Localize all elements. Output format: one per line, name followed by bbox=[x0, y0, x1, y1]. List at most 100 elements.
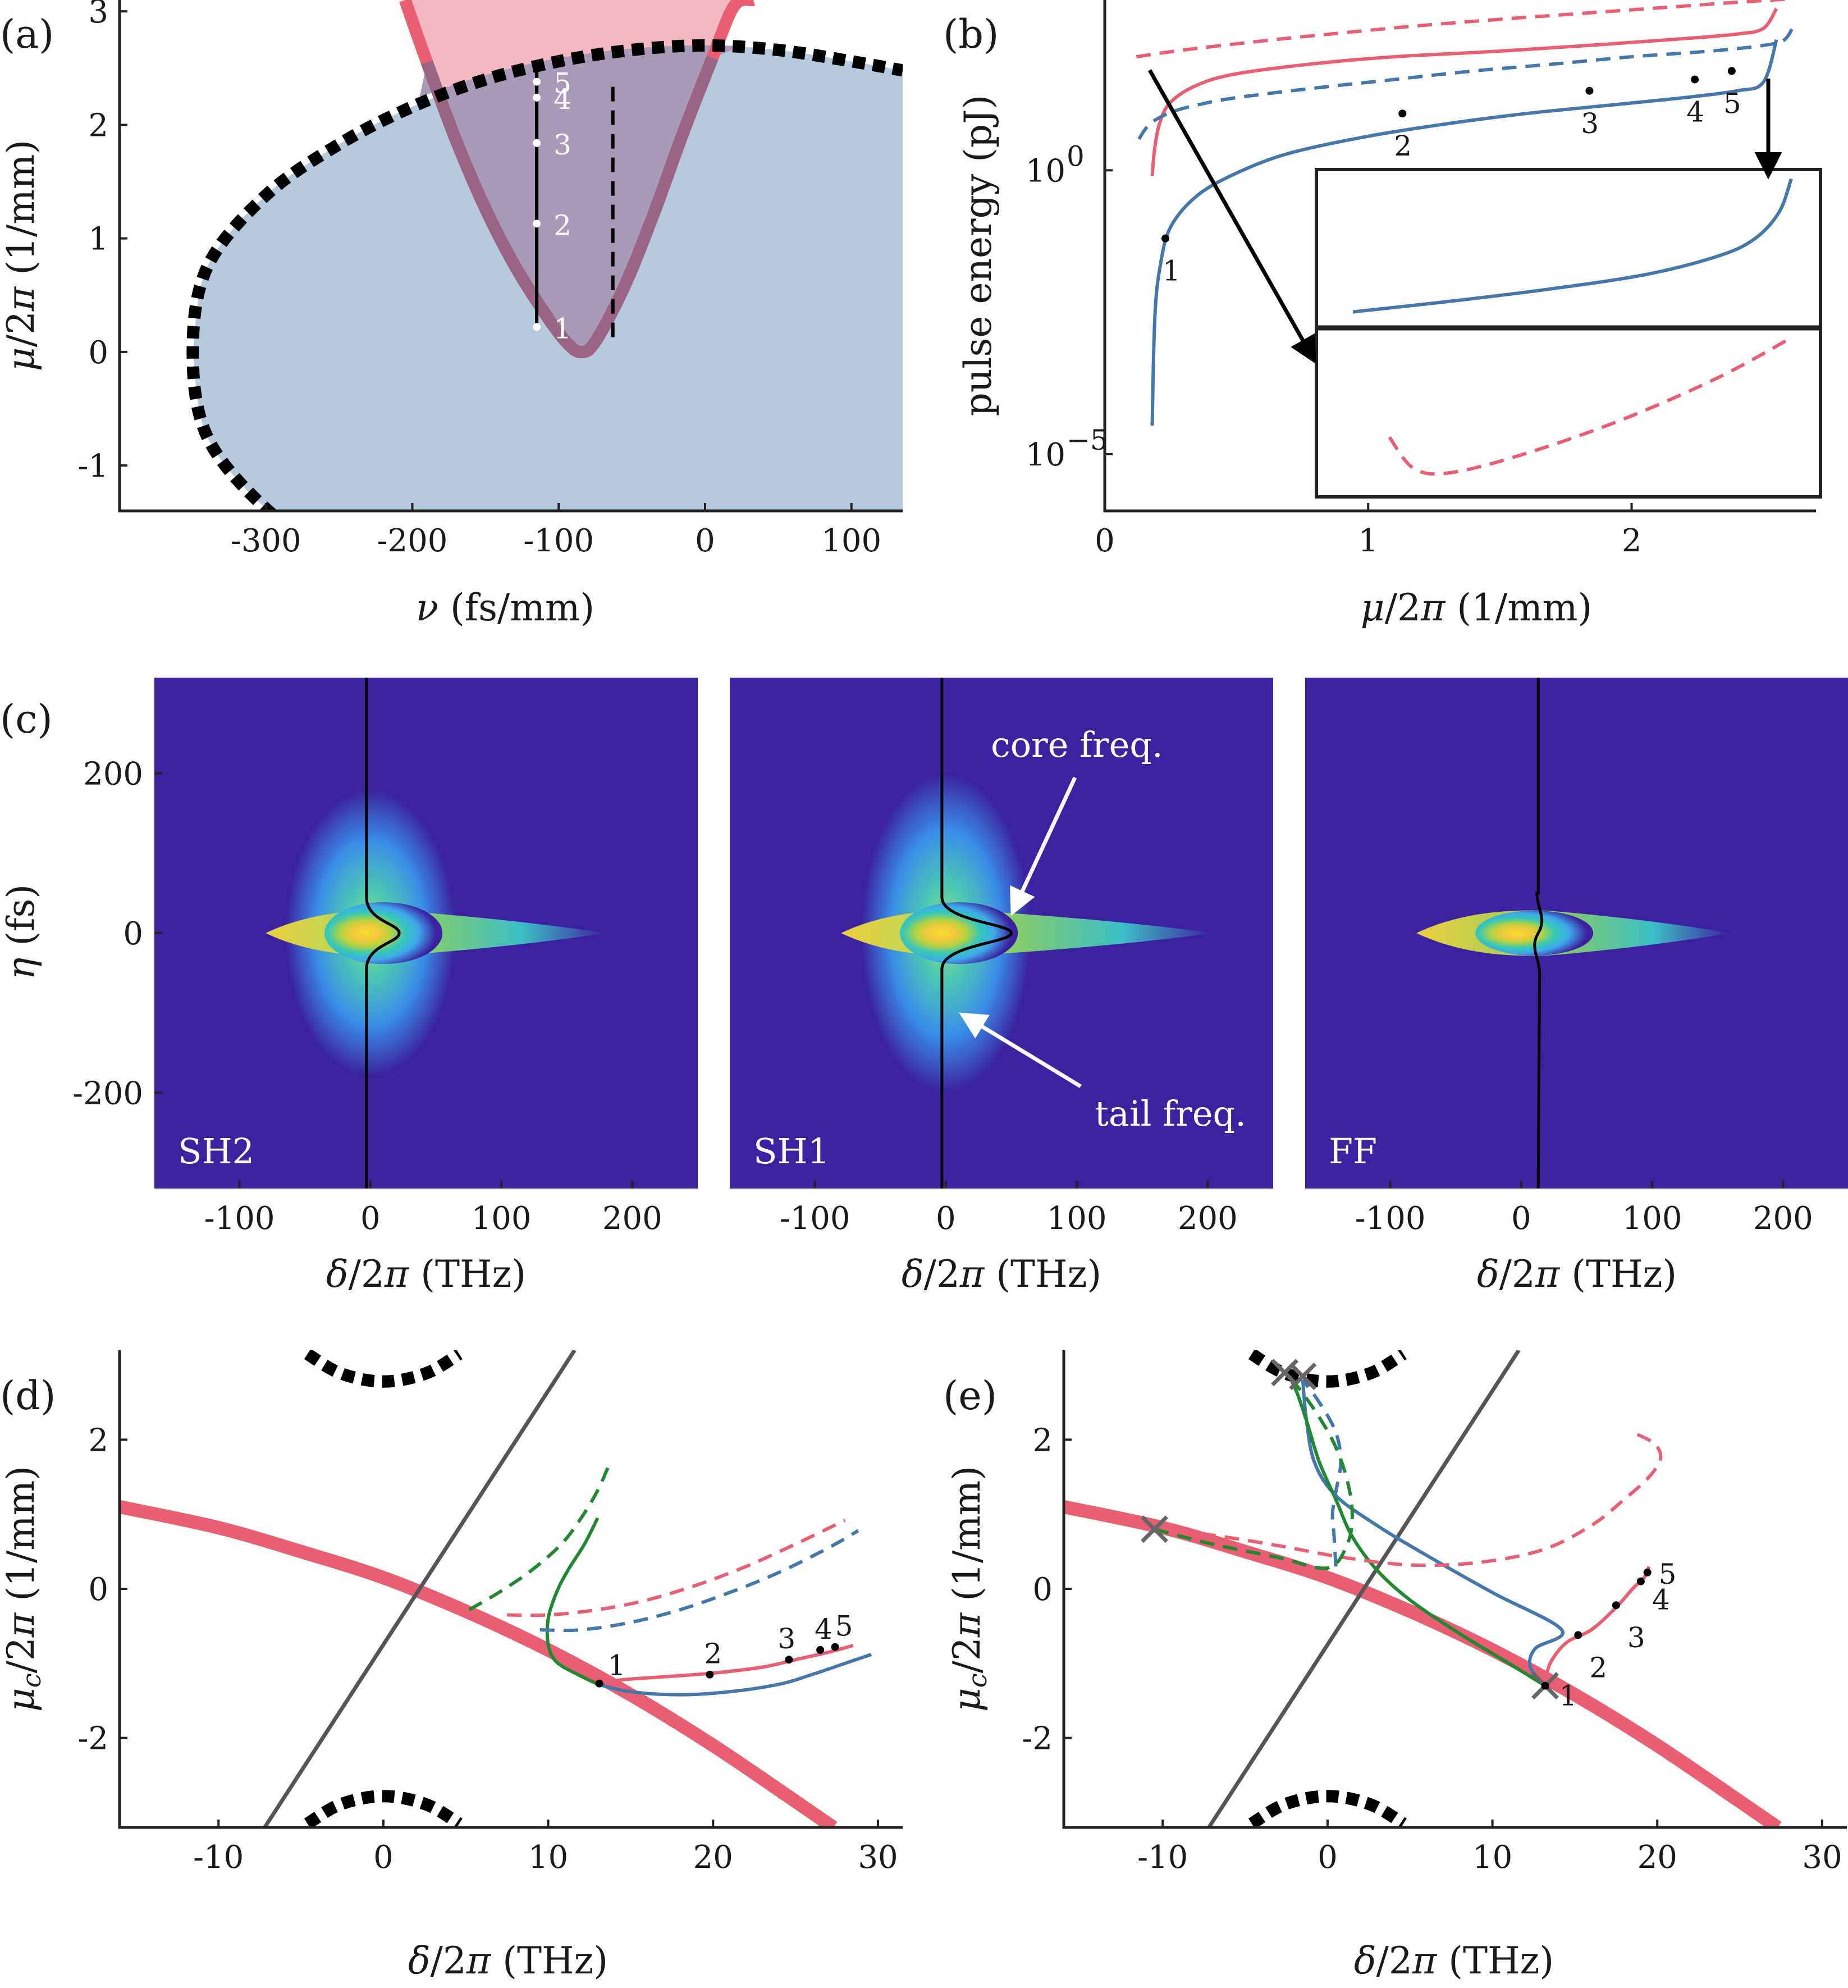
point-marker bbox=[1643, 1568, 1652, 1576]
point-label: 1 bbox=[1559, 1680, 1577, 1712]
y-tick-label: 1 bbox=[88, 221, 108, 258]
x-tick-label: 20 bbox=[693, 1839, 733, 1876]
point-marker bbox=[785, 1656, 793, 1664]
inset-blue-curve bbox=[1352, 178, 1793, 314]
point-label: 4 bbox=[554, 83, 571, 116]
y-tick-label: -2 bbox=[1022, 1721, 1053, 1757]
point-label: 4 bbox=[1652, 1584, 1670, 1616]
point-label: 1 bbox=[1163, 255, 1181, 287]
x-tick-label: 200 bbox=[602, 1200, 662, 1237]
point-marker bbox=[1691, 75, 1699, 84]
x-ticks: -10 0 10 20 30 bbox=[1137, 1820, 1842, 1876]
dotted-arc bbox=[1248, 1790, 1407, 1827]
y-tick-label: 2 bbox=[1032, 1422, 1053, 1459]
y-tick-label: 0 bbox=[88, 1571, 108, 1608]
y-axis-label: pulse energy (pJ) bbox=[957, 95, 1000, 417]
x-tick-label: 200 bbox=[1753, 1200, 1813, 1237]
point-label: 3 bbox=[777, 1623, 795, 1655]
point-label: 2 bbox=[1589, 1651, 1607, 1684]
x-tick-label: 100 bbox=[472, 1200, 532, 1237]
y-ticks: -2 0 2 bbox=[77, 1422, 127, 1757]
point-label: 3 bbox=[1581, 107, 1599, 140]
tail-freq-label: tail freq. bbox=[1095, 1093, 1246, 1134]
series-group bbox=[1136, 0, 1797, 426]
heatmap-FF: FF -100 0 100 200 δ/2π (THz) bbox=[1305, 678, 1848, 1296]
x-axis-label: δ/2π (THz) bbox=[1477, 1253, 1677, 1296]
heatmap-core bbox=[324, 902, 443, 964]
y-tick-exponent: −5 bbox=[1067, 424, 1108, 456]
x-axis-label: μ/2π (1/mm) bbox=[1361, 586, 1592, 629]
inset-red-dashed-curve bbox=[1388, 336, 1792, 476]
axes-frame bbox=[118, 1350, 903, 1829]
y-tick-label: 0 bbox=[1032, 1571, 1053, 1608]
y-tick-label: -2 bbox=[77, 1721, 108, 1757]
panel-label-b: (b) bbox=[943, 11, 999, 57]
series-green-solid bbox=[1288, 1375, 1547, 1688]
series-green-dashed bbox=[468, 1460, 612, 1611]
gray-line bbox=[263, 1350, 577, 1827]
series-blue-dashed bbox=[1301, 1379, 1343, 1567]
point-marker bbox=[533, 93, 541, 102]
x-tick-label: 2 bbox=[1622, 523, 1642, 559]
x-tick-label: 0 bbox=[360, 1200, 381, 1237]
point-label: 5 bbox=[1659, 1558, 1677, 1591]
y-ticks: 10 010 −5 bbox=[1026, 140, 1113, 473]
point-marker bbox=[533, 220, 541, 228]
axes-frame bbox=[1062, 1350, 1847, 1829]
y-tick-label: 10 bbox=[1026, 437, 1065, 473]
x-axis-label: δ/2π (THz) bbox=[902, 1253, 1101, 1296]
y-axis-label: μc/2π (1/mm) bbox=[945, 1466, 992, 1712]
x-tick-label: 0 bbox=[936, 1200, 956, 1237]
overlap-region bbox=[419, 45, 742, 352]
point-label: 5 bbox=[1723, 87, 1741, 120]
x-ticks: 0 1 2 bbox=[1095, 503, 1641, 559]
y-axis-label: μ/2π (1/mm) bbox=[0, 140, 43, 371]
x-tick-label: 30 bbox=[1802, 1839, 1842, 1876]
point-label: 4 bbox=[1686, 96, 1704, 129]
inset-box bbox=[1315, 168, 1822, 499]
x-tick-label: 10 bbox=[528, 1839, 568, 1876]
zoom-arrow-diagonal bbox=[1147, 69, 1316, 364]
x-axis-label: ν (fs/mm) bbox=[416, 586, 594, 629]
point-marker bbox=[1161, 234, 1169, 243]
dotted-arc bbox=[304, 1790, 463, 1827]
y-ticks: -2 0 2 bbox=[1022, 1422, 1072, 1757]
x-tick-label: -200 bbox=[377, 523, 448, 559]
gray-line bbox=[1207, 1350, 1521, 1827]
heatmap-core bbox=[1475, 911, 1594, 956]
point-label: 5 bbox=[554, 67, 571, 100]
y-tick-exponent: 0 bbox=[1067, 140, 1085, 172]
series-blue-dashed bbox=[1137, 21, 1797, 140]
x-ticks: -300 -200 -100 0 100 bbox=[231, 503, 881, 559]
y-tick-label: -1 bbox=[77, 448, 108, 485]
heatmap-SH1: SH1 -100 0 100 200 δ/2π (THz) bbox=[730, 678, 1273, 1296]
profile-line bbox=[1533, 678, 1544, 1189]
core-freq-arrow bbox=[1010, 776, 1077, 916]
y-tick-label: 10 bbox=[1026, 153, 1065, 189]
y-axis-label: μc/2π (1/mm) bbox=[0, 1466, 47, 1712]
panel-label-a: (a) bbox=[0, 11, 54, 57]
y-ticks: 200 0 -200 bbox=[72, 756, 162, 1112]
profile-line bbox=[940, 678, 1013, 1189]
dotted-boundary bbox=[186, 39, 903, 511]
series-red-solid bbox=[597, 1644, 854, 1686]
x-tick-label: -100 bbox=[1355, 1200, 1426, 1237]
series-blue-solid bbox=[597, 1653, 872, 1697]
heatmap-SH2: SH2 -100 0 100 200 δ/2π (THz) bbox=[154, 678, 698, 1296]
point-label: 2 bbox=[1394, 130, 1412, 162]
y-tick-label: 3 bbox=[88, 0, 108, 30]
thick-red-curve bbox=[1064, 1500, 1782, 1827]
x-axis-label: δ/2π (THz) bbox=[326, 1253, 526, 1296]
x-tick-label: -10 bbox=[193, 1839, 244, 1876]
y-tick-label: -200 bbox=[72, 1075, 143, 1112]
subpanel-label: SH2 bbox=[178, 1131, 254, 1172]
panel-c: SH2 -100 0 100 200 δ/2π (THz) SH1 -100 0 100 200 δ/… bbox=[0, 678, 1848, 1296]
point-marker bbox=[1636, 1577, 1645, 1585]
x-tick-label: -100 bbox=[204, 1200, 275, 1237]
